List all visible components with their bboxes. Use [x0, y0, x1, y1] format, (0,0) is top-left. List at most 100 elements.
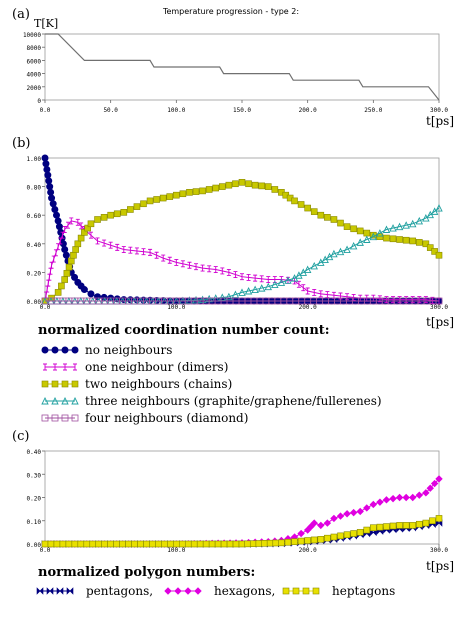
panel-a-y-tick-label: 8000 — [27, 45, 42, 52]
panel-b-series-two-neighbours-chains-point — [87, 220, 95, 228]
panel-c-series-heptagons-point — [202, 540, 210, 548]
panel-b-series-two-neighbours-chains-point — [324, 214, 331, 221]
panel-b-series-three-neighbours-graphite-graphene-fullerenes-point — [231, 290, 240, 299]
panel-b-series-one-neighbour-dimers-point — [148, 248, 153, 256]
panel-a-y-tick-label: 0 — [37, 98, 41, 105]
panel-b-label: (b) — [12, 136, 30, 151]
panel-b-series-no-neighbours-point — [46, 183, 54, 191]
panel-b-series-one-neighbour-dimers-point — [56, 243, 61, 251]
panel-a-x-tick-label: 150.0 — [233, 107, 251, 114]
panel-b-y-tick-label: 1.00 — [27, 156, 42, 163]
legend-b-symbol-marker — [51, 396, 59, 405]
panel-b-series-two-neighbours-chains-point — [396, 236, 403, 243]
panel-c-series-heptagons-point — [383, 523, 390, 530]
panel-c-y-tick-label: 0.20 — [27, 496, 42, 503]
panel-b-series-two-neighbours-chains-point — [232, 180, 239, 188]
legend-b-symbol — [43, 363, 77, 371]
panel-c-series-heptagons-point — [409, 522, 417, 529]
panel-b-series-one-neighbour-dimers-point — [134, 247, 139, 255]
panel-b-series-three-neighbours-graphite-graphene-fullerenes-point — [389, 224, 397, 232]
legend-c-symbol-marker — [164, 587, 172, 595]
panel-c-x-tick-label: 200.0 — [299, 547, 317, 554]
panel-c-series-heptagons-point — [41, 540, 49, 548]
panel-b-series-two-neighbours-chains-point — [100, 214, 108, 221]
panel-b-series-one-neighbour-dimers-point — [226, 268, 231, 276]
panel-b-series-one-neighbour-dimers-point — [312, 288, 317, 296]
panel-b-series-two-neighbours-chains-point — [337, 219, 344, 227]
panel-b-series-three-neighbours-graphite-graphene-fullerenes-point — [402, 221, 410, 229]
panel-b-series-two-neighbours-chains-point — [166, 193, 174, 200]
legend-b-symbol-marker — [73, 363, 77, 371]
panel-b-series-two-neighbours-chains-point — [113, 210, 121, 218]
panel-b-series-one-neighbour-dimers-point — [397, 296, 402, 304]
panel-c-series-heptagons-point — [190, 540, 198, 548]
legend-b-symbol-marker — [41, 346, 49, 354]
legend-c-symbol-marker — [292, 587, 300, 595]
panel-b-series-two-neighbours-chains-point — [67, 257, 75, 265]
panel-b-x-tick-label: 300.0 — [430, 304, 448, 311]
panel-b-y-tick-label: 0.20 — [27, 270, 42, 277]
panel-b-series-three-neighbours-graphite-graphene-fullerenes-point — [343, 245, 351, 253]
legend-b-symbol-marker — [41, 396, 49, 405]
panel-b-series-no-neighbours-point — [44, 171, 52, 179]
panel-c-series-heptagons-point — [343, 531, 351, 539]
legend-b-symbol-marker — [51, 346, 59, 354]
panel-c-series-heptagons-point — [113, 540, 120, 548]
panel-b-y-tick-label: 0.40 — [27, 242, 42, 249]
legend-c-symbol — [164, 587, 202, 595]
panel-c-series-heptagons-point — [272, 539, 280, 547]
panel-c-x-tick-label: 100.0 — [167, 547, 185, 554]
panel-c-series-heptagons-point — [155, 540, 162, 548]
panel-b-series-two-neighbours-chains-point — [435, 251, 443, 259]
panel-b-series-one-neighbour-dimers-point — [187, 261, 192, 269]
legend-b-symbol-marker — [41, 414, 49, 422]
panel-c-series-heptagons-point — [184, 540, 192, 548]
panel-b-series-two-neighbours-chains-point — [330, 216, 338, 223]
panel-b-series-two-neighbours-chains-point — [179, 190, 187, 198]
panel-b-series-two-neighbours-chains-point — [72, 246, 79, 253]
panel-c-series-heptagons-point — [389, 522, 397, 530]
panel-c-label: (c) — [12, 429, 29, 444]
legend-b-label: two neighbours (chains) — [85, 377, 232, 391]
panel-c-xlabel: t[ps] — [426, 559, 454, 573]
panel-b-series-one-neighbour-dimers-point — [384, 296, 389, 304]
panel-b-series-one-neighbour-dimers-point — [174, 258, 179, 266]
panel-b-series-no-neighbours-point — [80, 286, 88, 294]
panel-b-series-two-neighbours-chains-point — [107, 211, 114, 219]
panel-c-series-heptagons-point — [119, 540, 126, 548]
panel-c-series-hexagons-point — [402, 493, 410, 502]
panel-b-series-three-neighbours-graphite-graphene-fullerenes-point — [395, 222, 404, 231]
panel-b-series-one-neighbour-dimers-point — [161, 254, 166, 262]
panel-a-y-tick-label: 4000 — [27, 72, 42, 79]
panel-b-series-no-neighbours-point — [87, 290, 95, 298]
panel-c-series-hexagons-point — [422, 489, 430, 497]
legend-b-symbol-marker — [61, 396, 69, 405]
legend-c-symbol — [282, 587, 320, 595]
panel-b-plot: 0.00 0.20 0.40 0.60 0.80 1.00 0.0 100.0 200.0 300… — [27, 154, 448, 425]
panel-c-series-heptagons-point — [337, 532, 344, 540]
legend-b-symbol-marker — [71, 414, 79, 422]
panel-b-series-three-neighbours-graphite-graphene-fullerenes-line — [45, 207, 440, 302]
panel-a-series-0-line — [45, 33, 440, 101]
legend-b-symbol — [41, 346, 79, 354]
panel-c-series-heptagons-point — [396, 522, 403, 529]
panel-c-series-heptagons-point — [304, 537, 311, 544]
panel-c-series-hexagons-point — [363, 504, 371, 512]
panel-b-series-three-neighbours-graphite-graphene-fullerenes-point — [251, 285, 259, 294]
panel-b-series-one-neighbour-dimers-point — [180, 260, 185, 268]
legend-c-label: pentagons, — [86, 584, 153, 598]
panel-b-series-one-neighbour-dimers-point — [108, 241, 113, 249]
panel-b-series-two-neighbours-chains-point — [431, 248, 438, 255]
panel-b-series-two-neighbours-chains-point — [212, 184, 220, 192]
panel-c-series-heptagons-point — [173, 540, 180, 548]
panel-c-plot: 0.00 0.10 0.20 0.30 0.40 0.0 100.0 200.0 300.0 pe… — [27, 449, 449, 598]
panel-c-series-heptagons-point — [238, 540, 246, 548]
panel-c-series-heptagons-point — [356, 529, 364, 536]
panel-b-series-one-neighbour-dimers-point — [194, 263, 199, 271]
panel-c-series-hexagons-point — [389, 494, 397, 503]
panel-b-series-two-neighbours-chains-point — [264, 183, 272, 190]
legend-b-symbol-marker — [61, 346, 69, 354]
panel-c-series-hexagons-line — [45, 478, 440, 545]
legend-b-symbol-marker — [43, 363, 47, 371]
